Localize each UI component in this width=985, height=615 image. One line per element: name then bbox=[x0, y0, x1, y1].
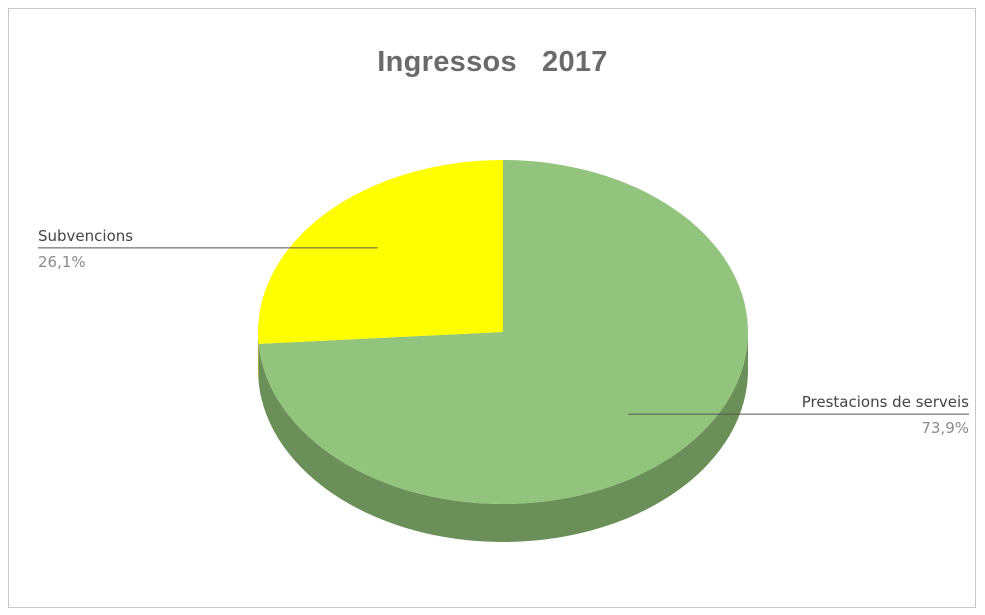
pie-side-prestacions-de-serveis bbox=[258, 332, 748, 542]
slice-label-subvencions: Subvencions bbox=[38, 227, 133, 245]
chart-title: Ingressos 2017 bbox=[377, 46, 608, 78]
pie-slice-prestacions-de-serveis bbox=[258, 160, 748, 504]
slice-percent-prestacions-de-serveis: 73,9% bbox=[921, 419, 969, 437]
slice-percent-subvencions: 26,1% bbox=[38, 253, 86, 271]
pie-slice-subvencions bbox=[258, 160, 503, 344]
slice-label-prestacions-de-serveis: Prestacions de serveis bbox=[802, 393, 969, 411]
pie-side-subvencions bbox=[258, 332, 259, 382]
